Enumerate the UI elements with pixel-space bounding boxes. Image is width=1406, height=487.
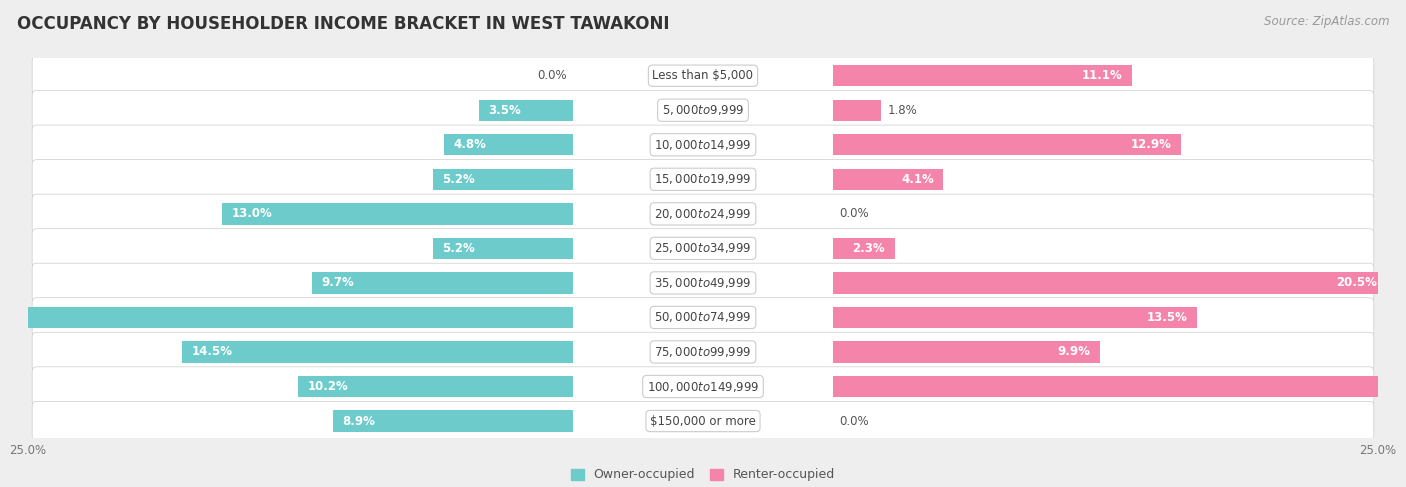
Text: Source: ZipAtlas.com: Source: ZipAtlas.com bbox=[1264, 15, 1389, 28]
Bar bbox=[832, 238, 894, 259]
Text: 2.3%: 2.3% bbox=[852, 242, 886, 255]
Text: 0.0%: 0.0% bbox=[839, 207, 869, 220]
Bar bbox=[832, 272, 1386, 294]
Legend: Owner-occupied, Renter-occupied: Owner-occupied, Renter-occupied bbox=[571, 468, 835, 482]
Text: $150,000 or more: $150,000 or more bbox=[650, 414, 756, 428]
Bar bbox=[333, 411, 574, 432]
FancyBboxPatch shape bbox=[32, 263, 1374, 302]
Text: 5.2%: 5.2% bbox=[443, 173, 475, 186]
FancyBboxPatch shape bbox=[32, 367, 1374, 406]
FancyBboxPatch shape bbox=[32, 229, 1374, 268]
FancyBboxPatch shape bbox=[32, 194, 1374, 234]
Text: 4.1%: 4.1% bbox=[901, 173, 934, 186]
FancyBboxPatch shape bbox=[32, 332, 1374, 372]
Bar bbox=[832, 307, 1197, 328]
Bar bbox=[832, 341, 1099, 363]
Text: $10,000 to $14,999: $10,000 to $14,999 bbox=[654, 138, 752, 152]
Text: 10.2%: 10.2% bbox=[308, 380, 349, 393]
Text: 0.0%: 0.0% bbox=[537, 69, 567, 82]
Bar bbox=[444, 134, 574, 155]
FancyBboxPatch shape bbox=[32, 56, 1374, 95]
Text: $20,000 to $24,999: $20,000 to $24,999 bbox=[654, 207, 752, 221]
Text: $35,000 to $49,999: $35,000 to $49,999 bbox=[654, 276, 752, 290]
FancyBboxPatch shape bbox=[32, 91, 1374, 130]
Bar bbox=[832, 99, 882, 121]
Bar bbox=[181, 341, 574, 363]
Text: 12.9%: 12.9% bbox=[1130, 138, 1171, 151]
Text: Less than $5,000: Less than $5,000 bbox=[652, 69, 754, 82]
Text: OCCUPANCY BY HOUSEHOLDER INCOME BRACKET IN WEST TAWAKONI: OCCUPANCY BY HOUSEHOLDER INCOME BRACKET … bbox=[17, 15, 669, 33]
Text: 13.5%: 13.5% bbox=[1147, 311, 1188, 324]
Text: 11.1%: 11.1% bbox=[1083, 69, 1123, 82]
Text: 4.8%: 4.8% bbox=[453, 138, 486, 151]
Bar bbox=[479, 99, 574, 121]
Text: 9.9%: 9.9% bbox=[1057, 345, 1091, 358]
Bar bbox=[832, 169, 943, 190]
FancyBboxPatch shape bbox=[32, 298, 1374, 337]
Bar bbox=[433, 169, 574, 190]
Text: $75,000 to $99,999: $75,000 to $99,999 bbox=[654, 345, 752, 359]
Text: $15,000 to $19,999: $15,000 to $19,999 bbox=[654, 172, 752, 187]
Text: 8.9%: 8.9% bbox=[343, 414, 375, 428]
Bar bbox=[433, 238, 574, 259]
Bar bbox=[832, 65, 1132, 86]
Bar bbox=[298, 376, 574, 397]
Bar bbox=[832, 134, 1181, 155]
Bar bbox=[0, 307, 574, 328]
Text: $25,000 to $34,999: $25,000 to $34,999 bbox=[654, 242, 752, 255]
Bar bbox=[312, 272, 574, 294]
Text: 20.5%: 20.5% bbox=[1336, 277, 1376, 289]
Text: 0.0%: 0.0% bbox=[839, 414, 869, 428]
Text: 14.5%: 14.5% bbox=[191, 345, 232, 358]
Text: 13.0%: 13.0% bbox=[232, 207, 273, 220]
Text: 1.8%: 1.8% bbox=[889, 104, 918, 117]
FancyBboxPatch shape bbox=[32, 125, 1374, 165]
Text: 9.7%: 9.7% bbox=[321, 277, 354, 289]
Bar bbox=[222, 203, 574, 225]
Text: $50,000 to $74,999: $50,000 to $74,999 bbox=[654, 310, 752, 324]
Text: $100,000 to $149,999: $100,000 to $149,999 bbox=[647, 379, 759, 393]
Text: 5.2%: 5.2% bbox=[443, 242, 475, 255]
Text: $5,000 to $9,999: $5,000 to $9,999 bbox=[662, 103, 744, 117]
Bar bbox=[832, 376, 1406, 397]
Text: 3.5%: 3.5% bbox=[488, 104, 522, 117]
FancyBboxPatch shape bbox=[32, 401, 1374, 441]
FancyBboxPatch shape bbox=[32, 160, 1374, 199]
